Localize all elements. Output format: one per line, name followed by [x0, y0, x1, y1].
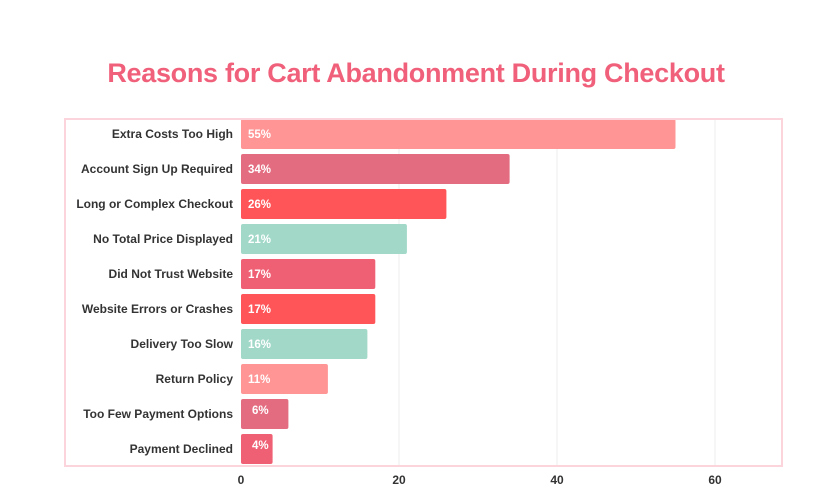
bar: [241, 259, 376, 289]
value-label: 17%: [248, 304, 271, 316]
bar: [241, 189, 447, 219]
bar: [241, 434, 273, 464]
plot-frame: [64, 118, 783, 467]
category-label: Did Not Trust Website: [109, 267, 234, 281]
bar: [241, 329, 368, 359]
category-label: Return Policy: [156, 372, 234, 386]
category-labels: Extra Costs Too High Account Sign Up Requ…: [76, 127, 233, 456]
category-label: Extra Costs Too High: [112, 127, 233, 141]
category-label: Too Few Payment Options: [83, 407, 233, 421]
value-label: 6%: [252, 405, 269, 417]
value-label: 4%: [252, 440, 269, 452]
category-label: No Total Price Displayed: [93, 232, 233, 246]
category-label: Long or Complex Checkout: [76, 197, 233, 211]
value-label: 34%: [248, 164, 271, 176]
value-label: 55%: [248, 129, 271, 141]
category-label: Website Errors or Crashes: [82, 302, 233, 316]
x-tick-label: 0: [238, 473, 245, 487]
bars: [241, 119, 676, 464]
category-label: Account Sign Up Required: [81, 162, 233, 176]
value-label: 26%: [248, 199, 271, 211]
chart-title: Reasons for Cart Abandonment During Chec…: [107, 58, 725, 88]
category-label: Payment Declined: [130, 442, 233, 456]
category-label: Delivery Too Slow: [131, 337, 234, 351]
bar: [241, 364, 328, 394]
value-label: 16%: [248, 339, 271, 351]
value-label: 21%: [248, 234, 271, 246]
value-label: 11%: [248, 374, 270, 386]
value-label: 17%: [248, 269, 271, 281]
x-tick-label: 20: [392, 473, 406, 487]
bar: [241, 119, 676, 149]
value-labels: 55% 34% 26% 21% 17% 17% 16% 11% 6% 4%: [248, 129, 271, 452]
bar: [241, 399, 289, 429]
bar: [241, 154, 510, 184]
x-tick-label: 60: [708, 473, 722, 487]
x-axis-ticks: 0 20 40 60: [238, 473, 722, 487]
x-tick-label: 40: [550, 473, 564, 487]
bar: [241, 224, 407, 254]
bar: [241, 294, 376, 324]
